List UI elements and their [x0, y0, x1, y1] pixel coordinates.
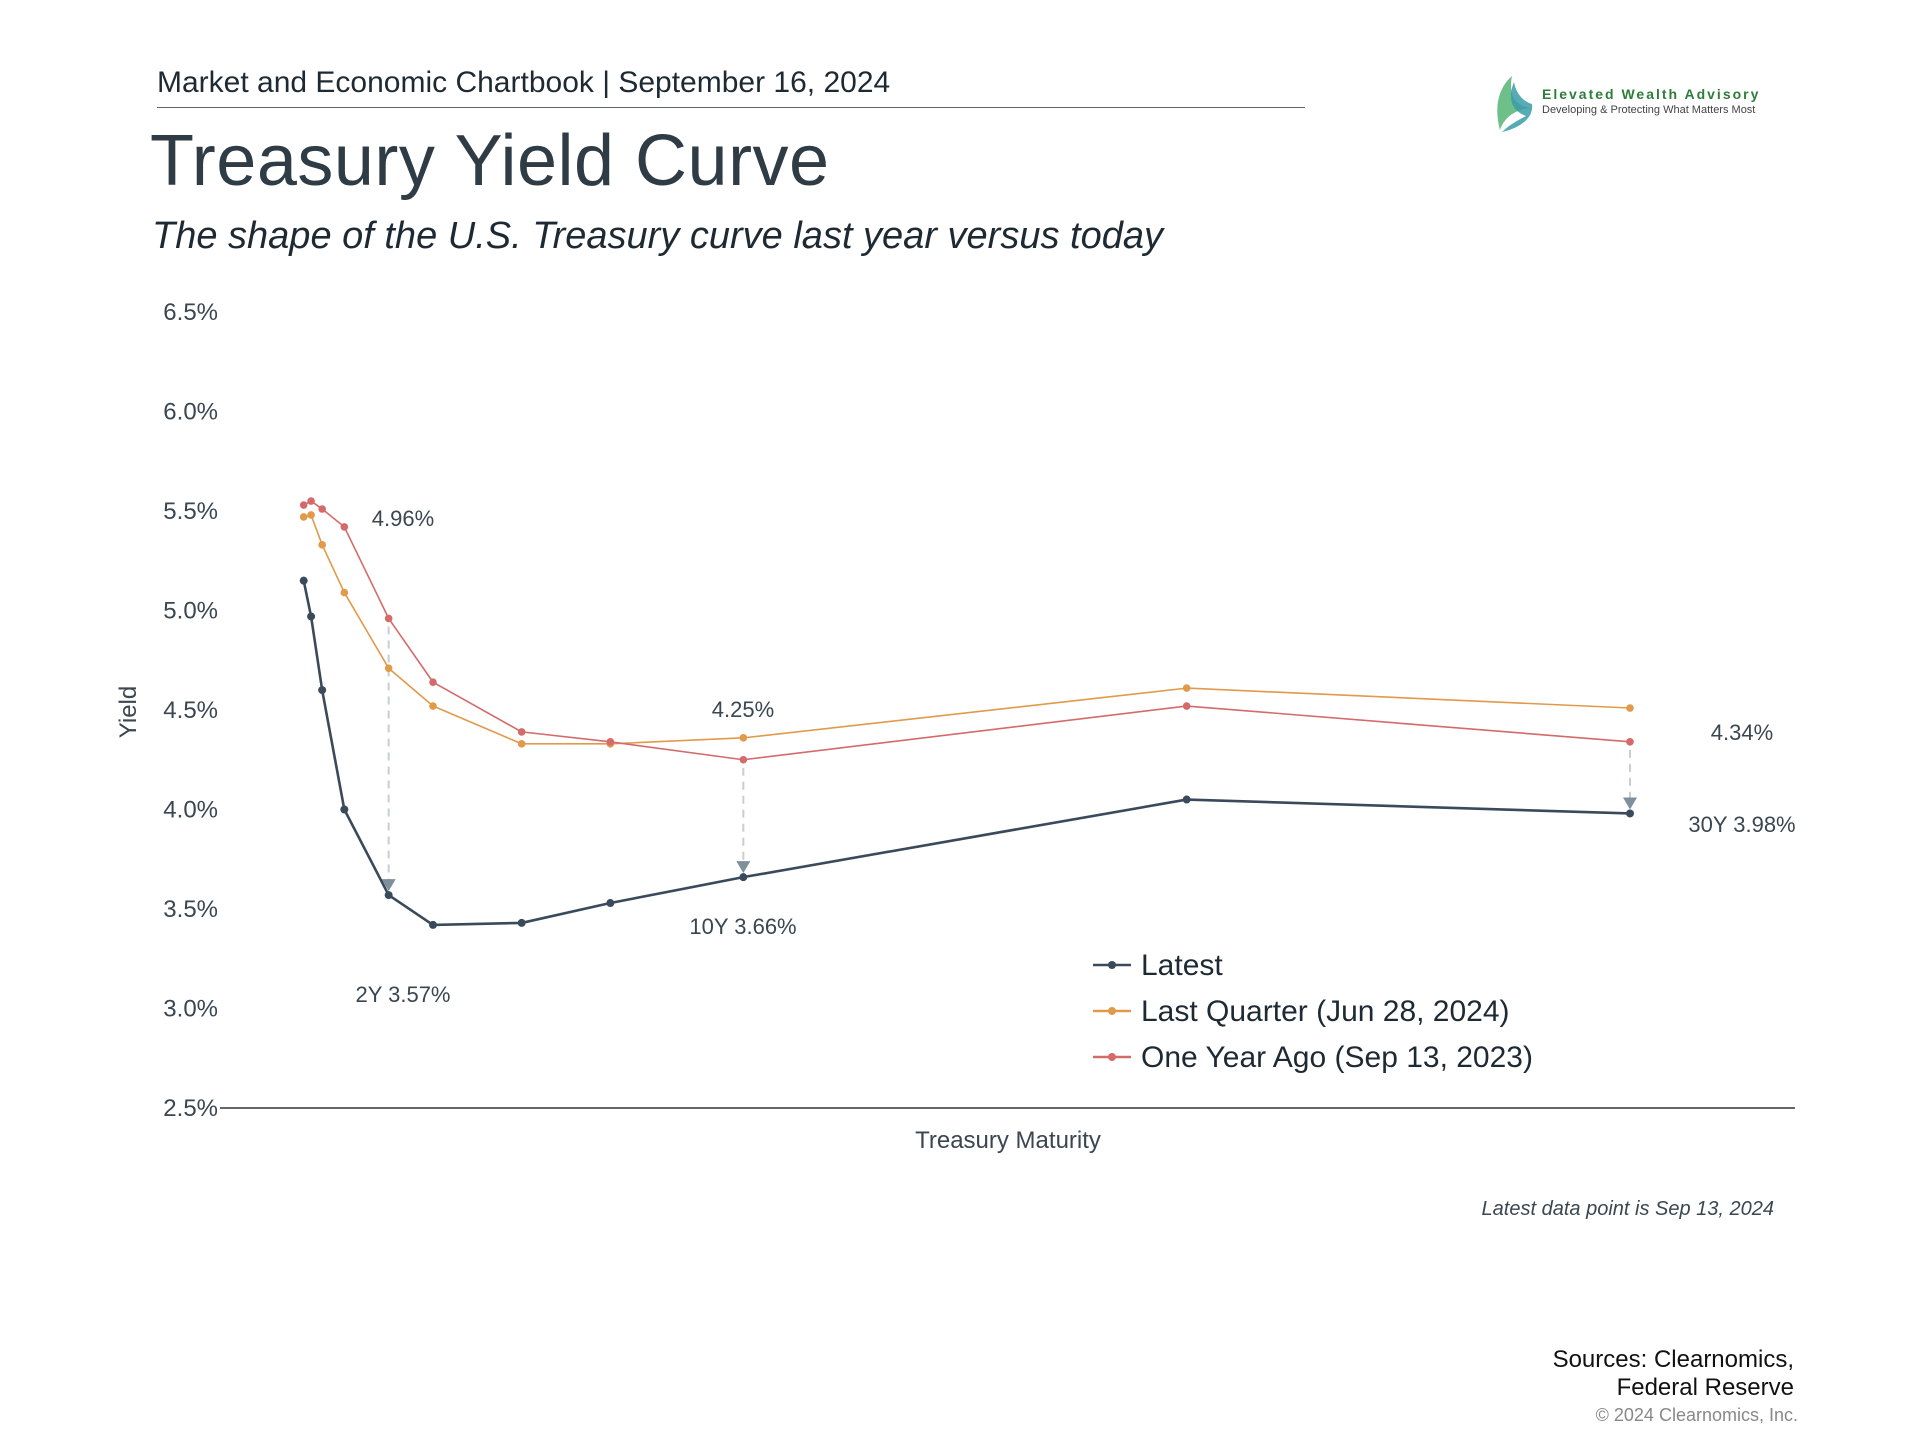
data-point: [318, 686, 327, 695]
data-point: [340, 523, 349, 531]
y-tick-label: 6.0%: [163, 399, 218, 426]
data-point: [318, 505, 326, 513]
data-point: [517, 740, 526, 748]
data-point: [1626, 704, 1634, 712]
logo-name: Elevated Wealth Advisory: [1542, 86, 1761, 102]
old-yield-label: 4.25%: [712, 697, 774, 722]
data-point: [517, 728, 526, 736]
y-tick-label: 3.0%: [163, 996, 218, 1023]
sources: Sources: Clearnomics, Federal Reserve: [1553, 1346, 1794, 1402]
sources-line-2: Federal Reserve: [1616, 1374, 1794, 1401]
logo-tagline: Developing & Protecting What Matters Mos…: [1542, 104, 1756, 116]
latest-data-note: Latest data point is Sep 13, 2024: [1481, 1198, 1774, 1220]
data-point: [606, 899, 615, 908]
data-point: [429, 702, 437, 710]
header-divider: [157, 107, 1305, 108]
data-point: [1626, 809, 1634, 818]
chartbook-header: Market and Economic Chartbook | Septembe…: [157, 66, 891, 99]
y-tick-label: 5.0%: [163, 598, 218, 625]
series-line: [302, 580, 1631, 927]
data-point: [739, 755, 748, 764]
change-arrow-icon: [1623, 797, 1637, 810]
chart-title: Treasury Yield Curve: [150, 121, 830, 201]
old-yield-label: 4.96%: [372, 506, 434, 531]
y-tick-label: 4.0%: [163, 797, 218, 824]
chart-subtitle: The shape of the U.S. Treasury curve las…: [152, 215, 1163, 257]
y-tick-label: 4.5%: [163, 697, 218, 724]
sources-line-1: Sources: Clearnomics,: [1552, 1346, 1794, 1373]
series-line: [303, 514, 1631, 745]
data-point: [299, 513, 308, 521]
x-axis-title: Treasury Maturity: [915, 1127, 1101, 1154]
old-yield-label: 4.34%: [1711, 720, 1773, 745]
data-point: [606, 738, 615, 746]
data-point: [1182, 795, 1191, 804]
y-tick-label: 3.5%: [163, 896, 218, 923]
data-point: [307, 497, 315, 505]
legend-entry: Last Quarter (Jun 28, 2024): [1141, 995, 1510, 1028]
data-point: [739, 873, 748, 882]
data-point: [340, 805, 349, 814]
data-point: [307, 511, 315, 519]
data-point: [384, 614, 393, 623]
legend-entry: Latest: [1141, 949, 1223, 982]
new-yield-label: 2Y 3.57%: [355, 982, 450, 1007]
data-point: [1182, 702, 1191, 710]
data-point: [429, 920, 437, 929]
series-line: [303, 500, 1631, 761]
change-arrow-icon: [736, 861, 751, 874]
data-point: [1182, 684, 1191, 692]
data-point: [318, 541, 326, 549]
y-axis-title: Yield: [115, 686, 142, 738]
y-tick-label: 5.5%: [163, 498, 218, 525]
y-tick-label: 6.5%: [163, 299, 218, 326]
data-point: [384, 664, 393, 673]
data-point: [1626, 738, 1634, 746]
company-logo: Elevated Wealth Advisory Developing & Pr…: [1490, 74, 1790, 136]
data-point: [307, 612, 316, 621]
legend-swatch-dot: [1108, 961, 1116, 969]
leaf-logo-icon: [1497, 76, 1533, 132]
data-point: [429, 678, 437, 686]
data-point: [739, 734, 748, 742]
data-point: [299, 501, 308, 509]
data-point: [340, 588, 349, 597]
new-yield-label: 30Y 3.98%: [1688, 812, 1795, 837]
copyright: © 2024 Clearnomics, Inc.: [1595, 1405, 1798, 1425]
change-arrow-icon: [381, 879, 396, 892]
data-point: [384, 891, 393, 900]
data-point: [517, 918, 526, 927]
y-tick-label: 2.5%: [163, 1095, 218, 1122]
data-point: [299, 576, 308, 585]
legend-swatch-dot: [1108, 1053, 1116, 1061]
legend-entry: One Year Ago (Sep 13, 2023): [1141, 1041, 1533, 1074]
new-yield-label: 10Y 3.66%: [689, 914, 796, 939]
legend-swatch-dot: [1108, 1007, 1116, 1015]
